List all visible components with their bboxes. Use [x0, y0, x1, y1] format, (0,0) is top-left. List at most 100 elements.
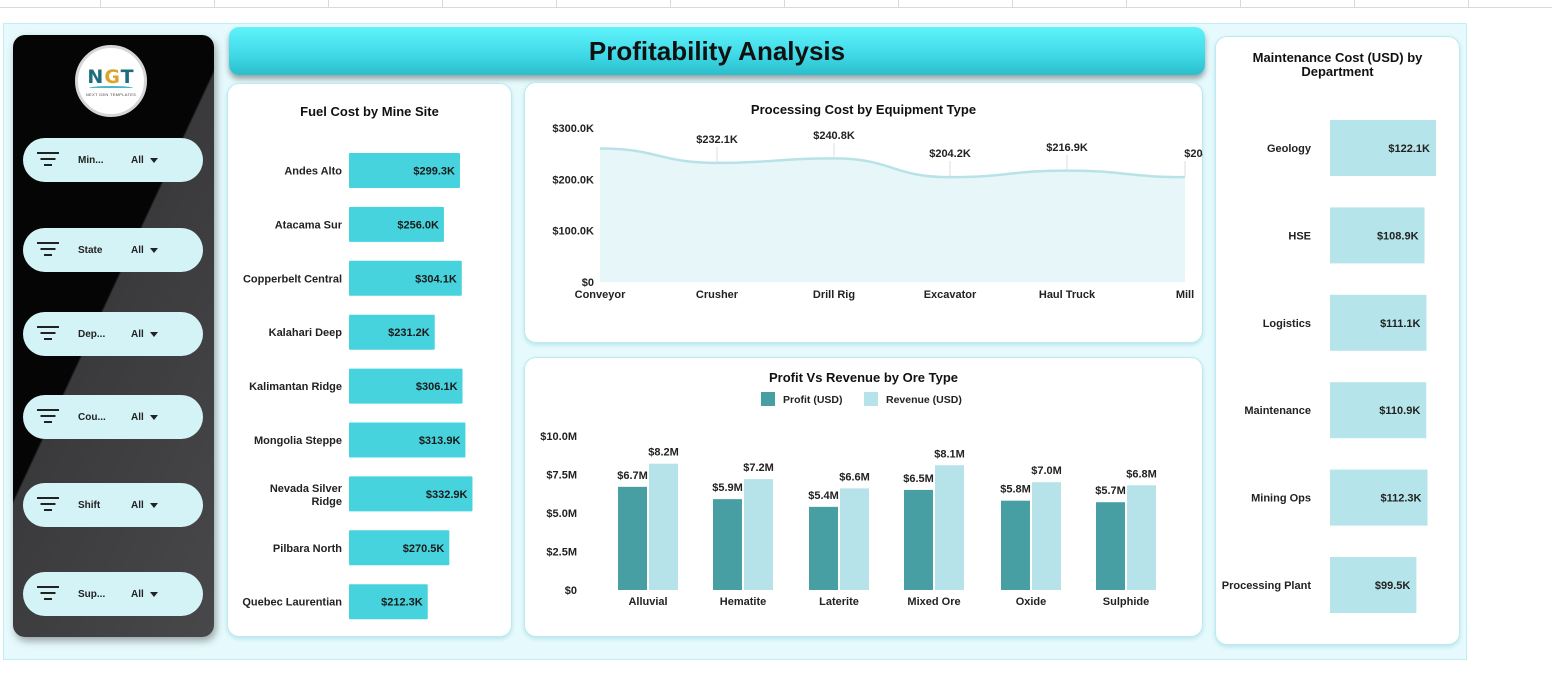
filter-lines-icon [37, 586, 59, 602]
maintenance-category-label: HSE [1288, 230, 1311, 242]
fuel-category-label: Nevada Silver [270, 483, 343, 495]
filter-country[interactable]: Cou... All [23, 395, 203, 439]
fuel-bar [349, 422, 466, 458]
revenue-bar [935, 465, 964, 590]
filter-lines-icon [37, 497, 59, 513]
revenue-data-label: $8.2M [648, 447, 679, 459]
fuel-bar [349, 368, 463, 404]
maintenance-cost-chart: $122.1K Geology $108.9K HSE $111.1K Logistics… [1222, 120, 1436, 613]
maintenance-bar [1330, 557, 1417, 613]
filter-label: Dep... [78, 328, 106, 340]
processing-chart-title: Processing Cost by Equipment Type [750, 102, 977, 117]
profit-revenue-chart: $0 $2.5M $5.0M $7.5M $10.0M Profit (USD) Reven… [540, 392, 1157, 608]
filter-value[interactable]: All [131, 411, 144, 423]
logo-tagline: NEXT GEN TEMPLATES [85, 91, 137, 97]
logo-letter-t: T [120, 65, 135, 88]
profit-x-label: Mixed Ore [907, 596, 960, 608]
filter-label: Cou... [78, 411, 106, 423]
profit-bar [904, 489, 933, 590]
fuel-category-label: Atacama Sur [275, 219, 343, 231]
filter-label: Shift [78, 499, 101, 511]
processing-data-label: $232.1K [696, 134, 738, 146]
chevron-down-icon[interactable] [150, 248, 158, 253]
profit-x-label: Laterite [819, 596, 859, 608]
maintenance-bar-label: $110.9K [1379, 405, 1420, 417]
chevron-down-icon[interactable] [150, 332, 158, 337]
page-title: Profitability Analysis [588, 35, 846, 66]
filter-value[interactable]: All [131, 154, 144, 166]
chevron-down-icon[interactable] [150, 503, 158, 508]
maintenance-bar-label: $111.1K [1380, 318, 1420, 330]
fuel-bar-label: $256.0K [397, 219, 439, 231]
profit-bar [618, 486, 647, 590]
maintenance-bar-label: $108.9K [1377, 230, 1419, 242]
filter-value[interactable]: All [131, 244, 144, 256]
filter-value[interactable]: All [131, 328, 144, 340]
filter-supervisor[interactable]: Sup... All [23, 572, 203, 616]
chevron-down-icon[interactable] [150, 415, 158, 420]
chevron-down-icon[interactable] [150, 592, 158, 597]
maintenance-category-label: Geology [1267, 143, 1312, 155]
legend-swatch [761, 392, 775, 406]
processing-cost-chart: $0 $100.0K $200.0K $300.0K Conveyor Crusher $2… [552, 123, 1203, 301]
profit-data-label: $5.9M [712, 482, 743, 494]
filter-mine[interactable]: Min... All [23, 138, 203, 182]
filter-value[interactable]: All [131, 499, 144, 511]
maintenance-bar [1330, 120, 1436, 176]
profit-x-label: Sulphide [1103, 596, 1149, 608]
revenue-data-label: $6.8M [1126, 468, 1157, 480]
logo-swoosh-icon [89, 85, 133, 90]
filter-label: Min... [78, 154, 104, 166]
fuel-category-label: Pilbara North [273, 543, 342, 555]
ngt-logo: NGT NEXT GEN TEMPLATES [75, 45, 147, 117]
fuel-bar-label: $313.9K [419, 435, 461, 447]
fuel-bar-label: $306.1K [416, 381, 458, 393]
processing-x-label: Drill Rig [813, 289, 855, 301]
revenue-data-label: $8.1M [934, 448, 965, 460]
processing-x-label: Haul Truck [1039, 289, 1096, 301]
revenue-bar [1032, 482, 1061, 590]
maintenance-category-label: Maintenance [1244, 405, 1311, 417]
fuel-category-label: Copperbelt Central [243, 273, 342, 285]
legend-label: Revenue (USD) [886, 394, 962, 406]
processing-x-label: Crusher [696, 289, 739, 301]
profit-data-label: $5.7M [1095, 485, 1126, 497]
revenue-bar [744, 479, 773, 590]
revenue-bar [840, 488, 869, 590]
fuel-bar-label: $304.1K [415, 273, 457, 285]
profit-x-label: Alluvial [628, 596, 667, 608]
fuel-bar [349, 206, 444, 242]
filter-label: Sup... [78, 588, 106, 600]
legend-label: Profit (USD) [783, 394, 843, 406]
processing-x-label: Mill [1176, 289, 1194, 301]
fuel-bar [349, 530, 450, 566]
maintenance-bar-label: $112.3K [1381, 493, 1422, 505]
revenue-data-label: $6.6M [839, 471, 870, 483]
processing-y-tick: $300.0K [552, 123, 594, 135]
filter-lines-icon [37, 326, 59, 342]
filter-department[interactable]: Dep... All [23, 312, 203, 356]
maintenance-bar [1330, 469, 1428, 526]
fuel-bar [349, 260, 462, 296]
filter-value[interactable]: All [131, 588, 144, 600]
profit-data-label: $6.7M [617, 470, 648, 482]
spreadsheet-gridlines [0, 0, 1552, 8]
maintenance-bar-label: $99.5K [1375, 580, 1411, 592]
processing-y-tick: $0 [582, 277, 594, 289]
filter-lines-icon [37, 152, 59, 168]
processing-x-label: Excavator [924, 289, 977, 301]
fuel-bar-label: $332.9K [426, 489, 468, 501]
processing-y-tick: $200.0K [552, 174, 594, 186]
profit-x-label: Oxide [1016, 596, 1047, 608]
processing-data-label: $240.8K [813, 130, 855, 142]
profit-data-label: $5.8M [1000, 484, 1031, 496]
chevron-down-icon[interactable] [150, 158, 158, 163]
filter-state[interactable]: State All [23, 228, 203, 272]
title-banner: Profitability Analysis [229, 27, 1205, 75]
fuel-bar [349, 153, 460, 188]
legend-swatch [864, 392, 878, 406]
filter-lines-icon [37, 409, 59, 425]
profit-bar [1096, 502, 1125, 590]
maintenance-category-label: Logistics [1263, 318, 1311, 330]
filter-shift[interactable]: Shift All [23, 483, 203, 527]
